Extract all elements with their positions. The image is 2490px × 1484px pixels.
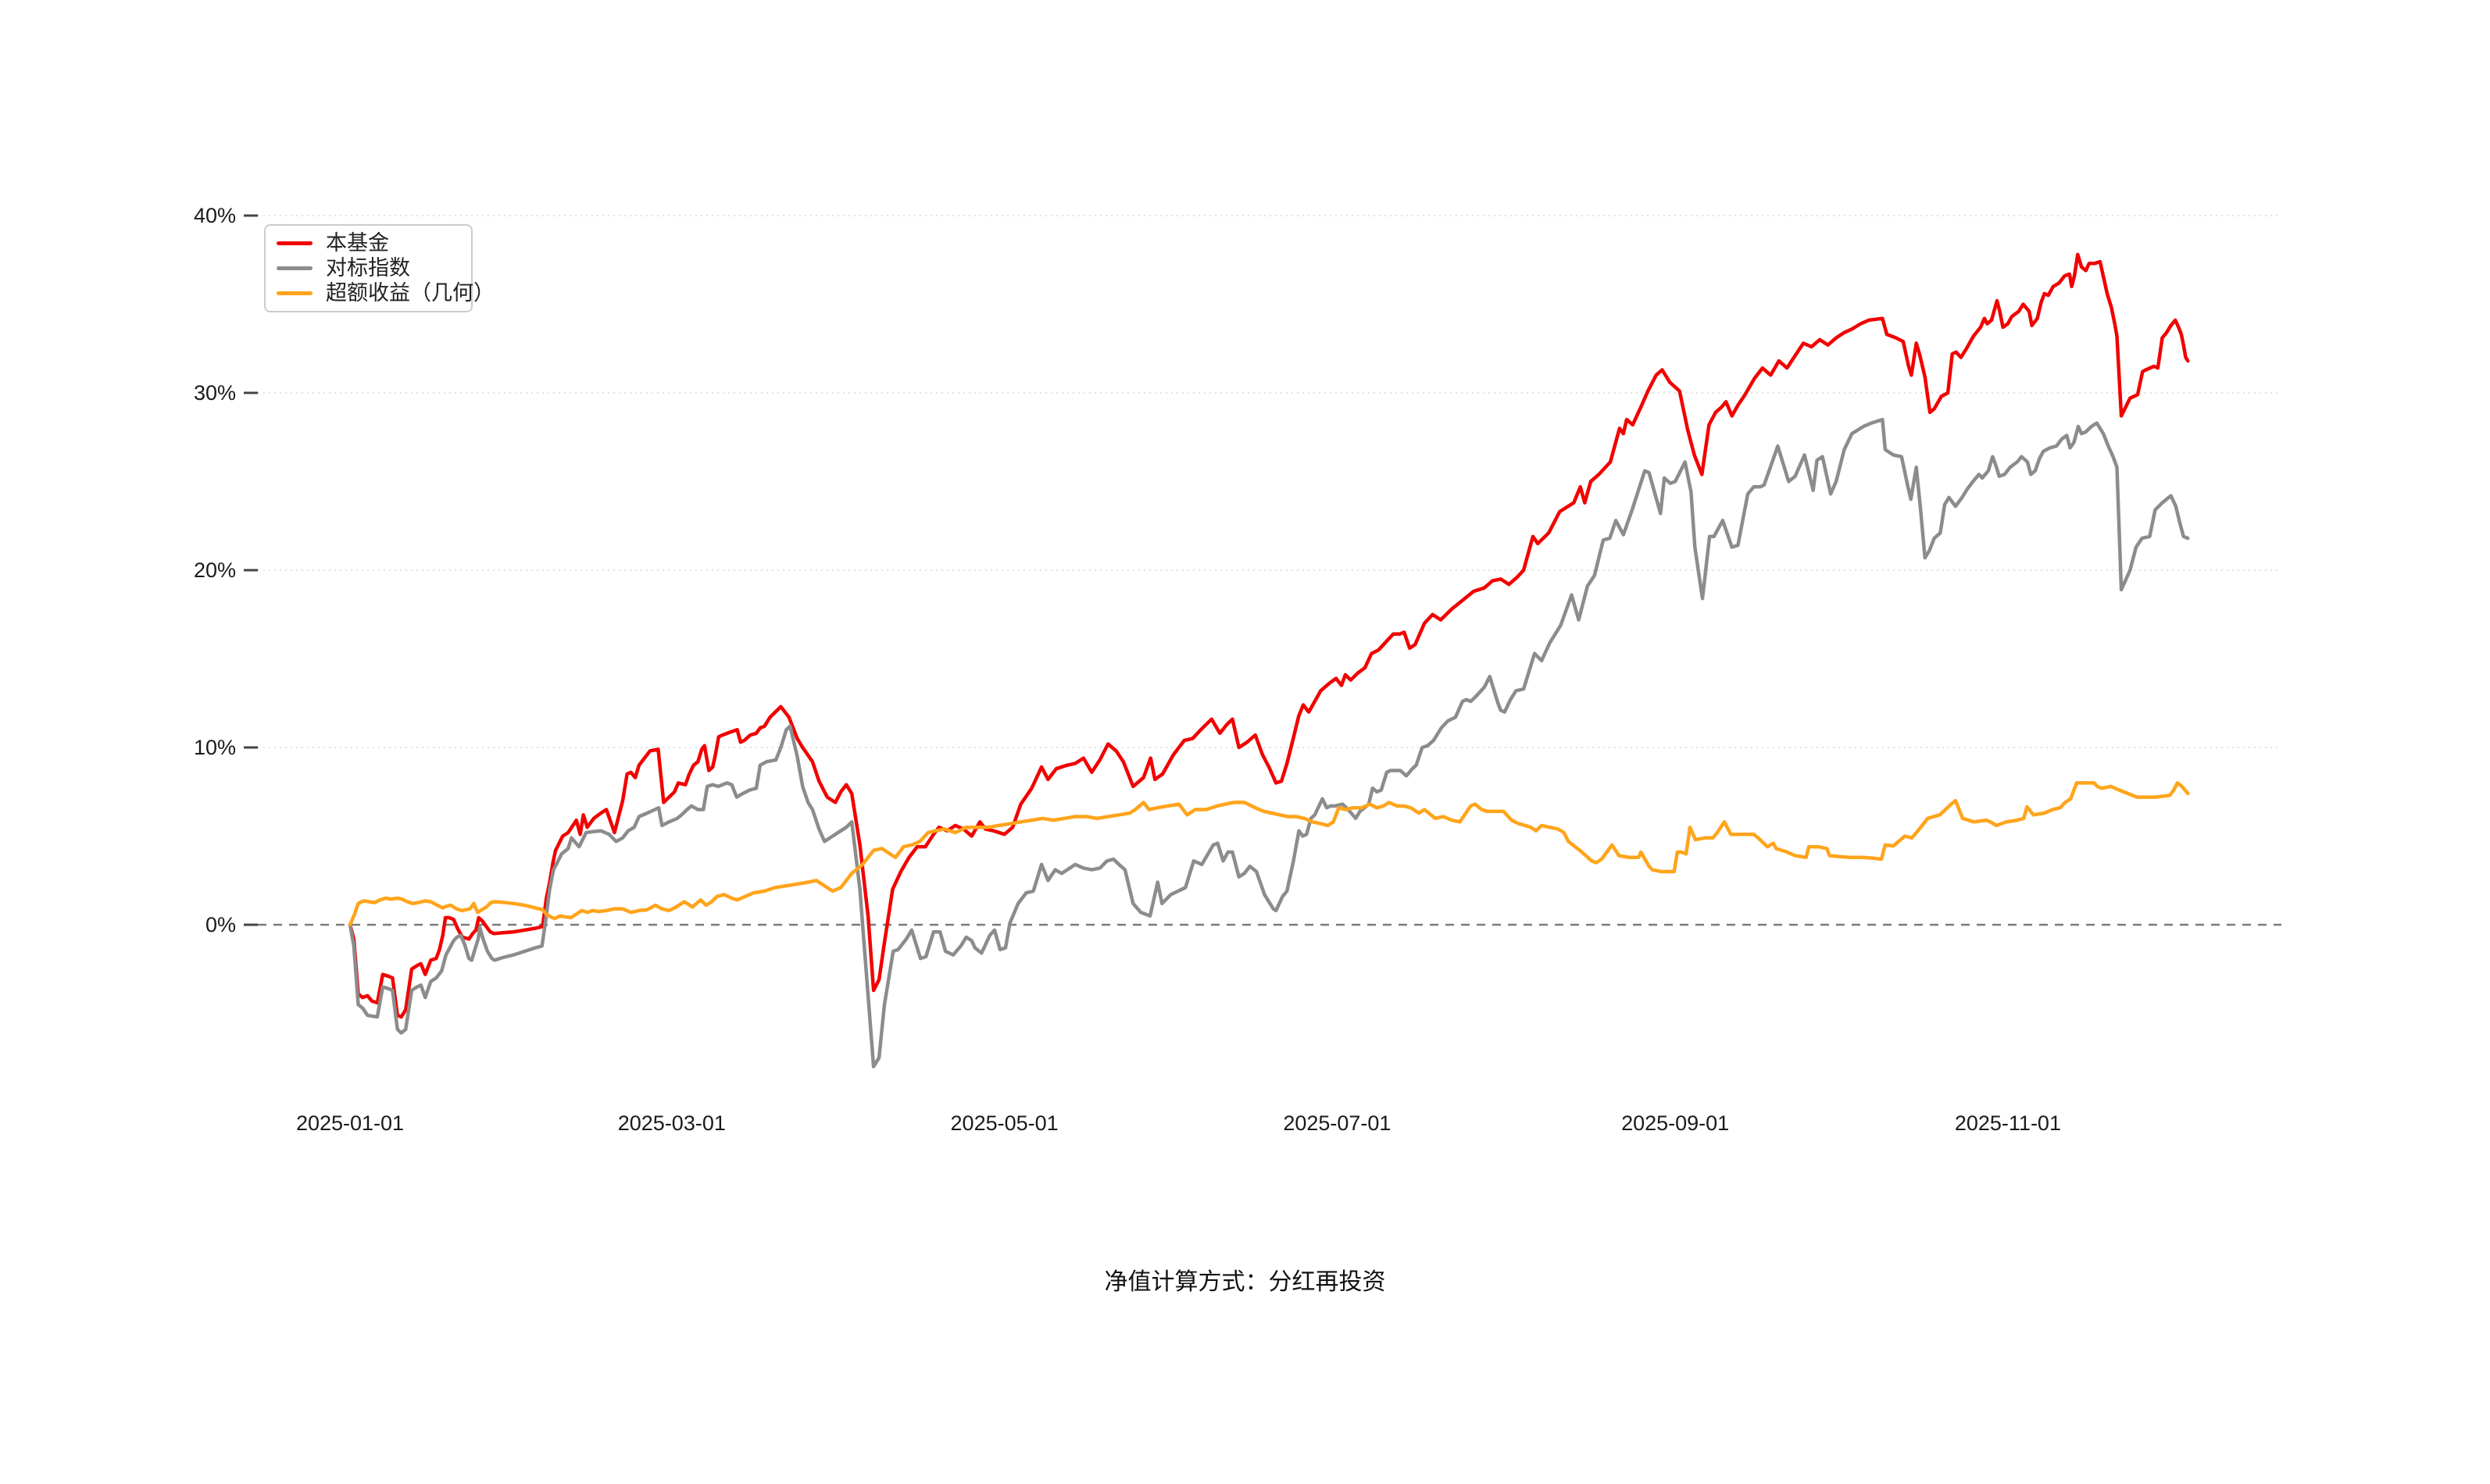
- x-axis-label: 2025-03-01: [618, 1111, 726, 1135]
- y-axis-label: 0%: [205, 913, 236, 936]
- benchmark-line-swatch: [277, 266, 313, 270]
- x-axis-label: 2025-05-01: [951, 1111, 1059, 1135]
- legend-item-fund[interactable]: 本基金: [277, 233, 463, 254]
- y-axis-label: 10%: [194, 736, 236, 759]
- excess-line-swatch: [277, 291, 313, 295]
- series-line-excess[interactable]: [348, 781, 2190, 927]
- x-axis-label: 2025-09-01: [1621, 1111, 1729, 1135]
- x-axis-label: 2025-11-01: [1955, 1111, 2061, 1135]
- fund-line-swatch: [277, 241, 313, 246]
- x-axis-label: 2025-07-01: [1283, 1111, 1391, 1135]
- series-line-fund[interactable]: [348, 252, 2190, 1019]
- x-axis-label: 2025-01-01: [296, 1111, 404, 1135]
- y-axis-label: 30%: [194, 381, 236, 405]
- legend-item-excess[interactable]: 超额收益（几何）: [277, 282, 495, 304]
- y-axis-label: 40%: [194, 204, 236, 227]
- legend-label-excess: 超额收益（几何）: [326, 280, 495, 305]
- y-axis-label: 20%: [194, 558, 236, 582]
- legend-label-benchmark: 对标指数: [326, 255, 410, 280]
- chart-legend: 本基金 对标指数 超额收益（几何）: [264, 224, 495, 312]
- nav-calculation-note: 净值计算方式：分红再投资: [1104, 1269, 1386, 1295]
- legend-item-benchmark[interactable]: 对标指数: [277, 255, 463, 280]
- series-line-benchmark[interactable]: [348, 417, 2190, 1068]
- legend-label-fund: 本基金: [326, 231, 389, 255]
